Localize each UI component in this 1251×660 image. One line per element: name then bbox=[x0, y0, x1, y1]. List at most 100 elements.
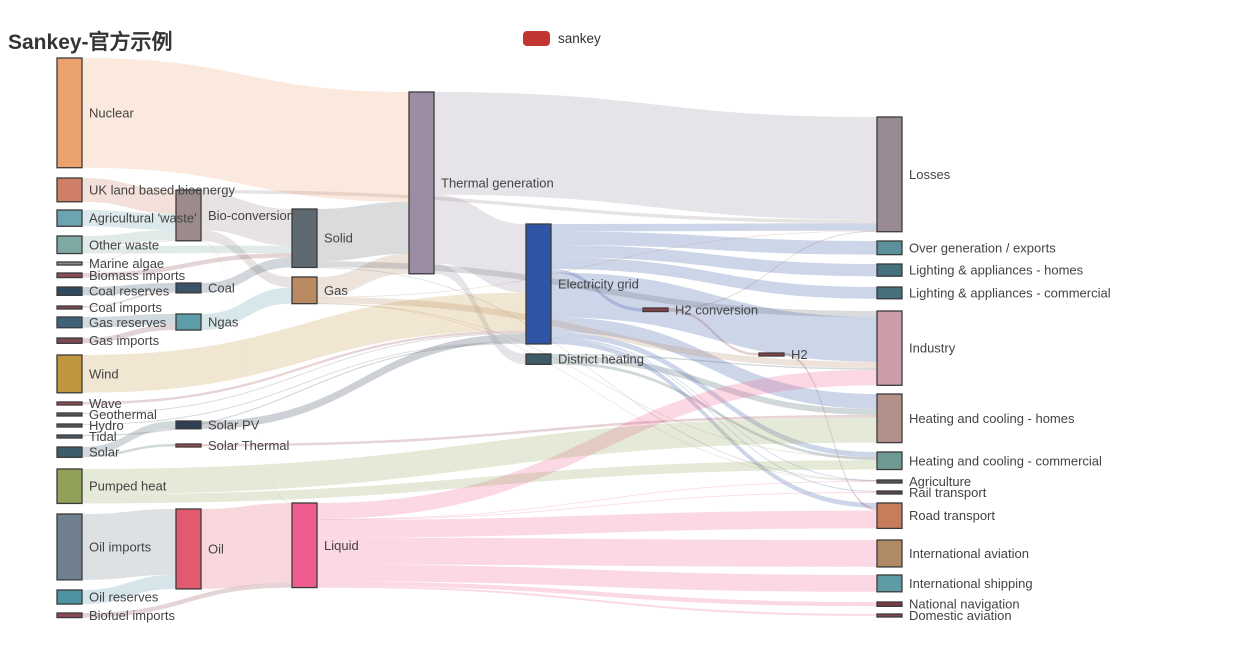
sankey-node-bio-conversion[interactable] bbox=[175, 189, 202, 242]
sankey-node-h2[interactable] bbox=[758, 352, 785, 357]
sankey-node-coal[interactable] bbox=[175, 282, 202, 294]
sankey-link-uk-land-based-bioenergy-to-bio-conversion[interactable] bbox=[82, 178, 176, 214]
sankey-node-lighting-appliances-commercial[interactable] bbox=[876, 286, 903, 300]
sankey-link-gas-imports-to-ngas[interactable] bbox=[82, 324, 176, 344]
sankey-node-solar[interactable] bbox=[56, 446, 83, 458]
sankey-node-district-heating[interactable] bbox=[525, 353, 552, 366]
sankey-link-gas-to-industry[interactable] bbox=[317, 297, 877, 369]
sankey-link-liquid-to-agriculture[interactable] bbox=[317, 480, 877, 520]
sankey-node-liquid[interactable] bbox=[291, 502, 318, 589]
legend-item-sankey[interactable]: sankey bbox=[523, 31, 601, 46]
sankey-node-over-generation-exports[interactable] bbox=[876, 240, 903, 256]
sankey-node-ngas[interactable] bbox=[175, 313, 202, 331]
sankey-link-solid-to-industry[interactable] bbox=[317, 261, 877, 318]
sankey-link-marine-algae-to-bio-conversion[interactable] bbox=[82, 240, 176, 263]
sankey-link-coal-reserves-to-coal[interactable] bbox=[82, 283, 176, 296]
sankey-link-solar-thermal-to-heating-and-cooling-homes[interactable] bbox=[201, 414, 877, 447]
sankey-node-road-transport[interactable] bbox=[876, 502, 903, 530]
sankey-link-electricity-grid-to-rail-transport[interactable] bbox=[551, 338, 877, 493]
sankey-node-thermal-generation[interactable] bbox=[408, 91, 435, 275]
sankey-link-liquid-to-international-aviation[interactable] bbox=[317, 537, 877, 567]
sankey-node-industry[interactable] bbox=[876, 310, 903, 386]
sankey-node-international-aviation[interactable] bbox=[876, 539, 903, 568]
sankey-link-electricity-grid-to-heating-and-cooling-homes[interactable] bbox=[551, 317, 877, 409]
sankey-link-wave-to-electricity-grid[interactable] bbox=[82, 330, 526, 405]
sankey-link-bio-conversion-to-losses[interactable] bbox=[201, 190, 877, 224]
sankey-link-bio-conversion-to-solid[interactable] bbox=[201, 193, 292, 246]
sankey-link-district-heating-to-heating-and-cooling-homes[interactable] bbox=[551, 355, 877, 415]
sankey-node-rail-transport[interactable] bbox=[876, 490, 903, 495]
sankey-link-gas-to-losses[interactable] bbox=[317, 230, 877, 298]
sankey-node-gas[interactable] bbox=[291, 276, 318, 305]
sankey-link-geothermal-to-electricity-grid[interactable] bbox=[82, 332, 526, 414]
sankey-node-agricultural-waste[interactable] bbox=[56, 209, 83, 227]
sankey-node-wind[interactable] bbox=[56, 354, 83, 394]
sankey-link-liquid-to-domestic-aviation[interactable] bbox=[317, 585, 877, 616]
sankey-node-oil-imports[interactable] bbox=[56, 513, 83, 581]
sankey-link-gas-to-agriculture[interactable] bbox=[317, 303, 877, 482]
sankey-node-electricity-grid[interactable] bbox=[525, 223, 552, 345]
sankey-link-gas-to-heating-and-cooling-commercial[interactable] bbox=[317, 303, 877, 459]
sankey-link-pumped-heat-to-heating-and-cooling-commercial[interactable] bbox=[82, 460, 877, 504]
sankey-link-solid-to-agriculture[interactable] bbox=[317, 267, 877, 481]
sankey-link-biomass-imports-to-solid[interactable] bbox=[82, 253, 292, 278]
sankey-node-agriculture[interactable] bbox=[876, 479, 903, 484]
sankey-link-other-waste-to-solid[interactable] bbox=[82, 245, 292, 254]
sankey-node-uk-land-based-bioenergy[interactable] bbox=[56, 177, 83, 203]
sankey-node-nuclear[interactable] bbox=[56, 57, 83, 169]
sankey-link-liquid-to-national-navigation[interactable] bbox=[317, 581, 877, 607]
sankey-link-oil-to-liquid[interactable] bbox=[201, 503, 292, 589]
sankey-node-coal-reserves[interactable] bbox=[56, 286, 83, 297]
sankey-link-thermal-generation-to-district-heating[interactable] bbox=[434, 263, 526, 365]
sankey-link-oil-reserves-to-oil[interactable] bbox=[82, 574, 176, 605]
sankey-link-ngas-to-gas[interactable] bbox=[201, 287, 292, 331]
sankey-node-losses[interactable] bbox=[876, 116, 903, 233]
sankey-node-solar-pv[interactable] bbox=[175, 420, 202, 430]
sankey-node-geothermal[interactable] bbox=[56, 412, 83, 417]
sankey-link-h2-to-road-transport[interactable] bbox=[784, 353, 877, 511]
sankey-node-coal-imports[interactable] bbox=[56, 305, 83, 310]
sankey-link-district-heating-to-heating-and-cooling-commercial[interactable] bbox=[551, 361, 877, 461]
sankey-node-oil[interactable] bbox=[175, 508, 202, 590]
sankey-link-district-heating-to-industry[interactable] bbox=[551, 354, 877, 370]
sankey-node-tidal[interactable] bbox=[56, 434, 83, 439]
sankey-node-domestic-aviation[interactable] bbox=[876, 613, 903, 618]
sankey-link-bio-conversion-to-liquid[interactable] bbox=[201, 240, 292, 504]
sankey-link-electricity-grid-to-road-transport[interactable] bbox=[551, 339, 877, 508]
sankey-link-bio-conversion-to-gas[interactable] bbox=[201, 230, 292, 288]
sankey-link-tidal-to-electricity-grid[interactable] bbox=[82, 342, 526, 437]
sankey-link-electricity-grid-to-over-generation-exports[interactable] bbox=[551, 231, 877, 255]
sankey-link-hydro-to-electricity-grid[interactable] bbox=[82, 341, 526, 425]
sankey-node-international-shipping[interactable] bbox=[876, 574, 903, 593]
sankey-node-gas-reserves[interactable] bbox=[56, 316, 83, 329]
sankey-link-liquid-to-rail-transport[interactable] bbox=[317, 492, 877, 521]
sankey-link-gas-to-thermal-generation[interactable] bbox=[317, 253, 409, 297]
sankey-link-liquid-to-industry[interactable] bbox=[317, 369, 877, 519]
sankey-node-lighting-appliances-homes[interactable] bbox=[876, 263, 903, 277]
sankey-link-electricity-grid-to-lighting-appliances-commercial[interactable] bbox=[551, 257, 877, 299]
sankey-node-heating-and-cooling-commercial[interactable] bbox=[876, 451, 903, 471]
sankey-node-other-waste[interactable] bbox=[56, 235, 83, 255]
sankey-link-nuclear-to-thermal-generation[interactable] bbox=[82, 58, 409, 202]
sankey-link-thermal-generation-to-electricity-grid[interactable] bbox=[434, 194, 526, 293]
sankey-link-thermal-generation-to-losses[interactable] bbox=[434, 92, 877, 220]
sankey-node-oil-reserves[interactable] bbox=[56, 589, 83, 605]
sankey-link-gas-reserves-to-ngas[interactable] bbox=[82, 314, 176, 328]
sankey-node-hydro[interactable] bbox=[56, 423, 83, 428]
sankey-node-pumped-heat[interactable] bbox=[56, 468, 83, 505]
sankey-link-electricity-grid-to-heating-and-cooling-commercial[interactable] bbox=[551, 332, 877, 458]
sankey-link-liquid-to-road-transport[interactable] bbox=[317, 510, 877, 538]
sankey-link-solid-to-thermal-generation[interactable] bbox=[317, 201, 409, 262]
sankey-link-solar-to-solar-thermal[interactable] bbox=[82, 444, 176, 458]
sankey-link-electricity-grid-to-agriculture[interactable] bbox=[551, 337, 877, 481]
sankey-link-electricity-grid-to-losses[interactable] bbox=[551, 223, 877, 232]
sankey-link-electricity-grid-to-h2-conversion[interactable] bbox=[551, 269, 643, 312]
sankey-node-heating-and-cooling-homes[interactable] bbox=[876, 393, 903, 444]
sankey-link-liquid-to-international-shipping[interactable] bbox=[317, 564, 877, 592]
sankey-link-other-waste-to-bio-conversion[interactable] bbox=[82, 230, 176, 247]
sankey-link-solar-pv-to-electricity-grid[interactable] bbox=[201, 333, 526, 429]
sankey-link-wind-to-electricity-grid[interactable] bbox=[82, 292, 526, 393]
sankey-link-coal-imports-to-coal[interactable] bbox=[82, 291, 176, 308]
sankey-link-biofuel-imports-to-liquid[interactable] bbox=[82, 583, 292, 618]
sankey-link-h2-conversion-to-losses[interactable] bbox=[668, 230, 877, 309]
